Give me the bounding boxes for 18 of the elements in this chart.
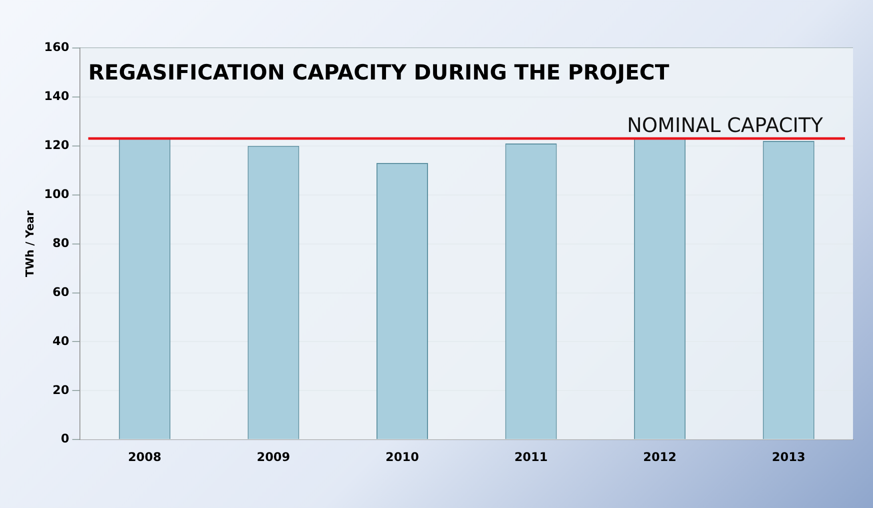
y-tick-label: 140 — [44, 89, 70, 104]
x-tick-label: 2012 — [643, 450, 677, 464]
y-tick-label: 160 — [44, 40, 70, 54]
text: REGASIFICATION CAPACITY DURING THE PROJECT — [88, 60, 670, 84]
x-tick-label: 2009 — [256, 450, 290, 464]
x-tick-label: 2013 — [772, 450, 806, 464]
y-tick-label: 80 — [52, 236, 70, 250]
x-tick-label: 2011 — [514, 450, 548, 464]
y-tick-label: 0 — [60, 432, 70, 446]
x-tick-label: 2008 — [128, 450, 162, 464]
ref-line-label: NOMINAL CAPACITY — [626, 112, 824, 137]
y-axis-title: TWh / Year — [23, 210, 36, 278]
x-tick-label: 2010 — [386, 450, 419, 464]
y-tick-label: 60 — [52, 284, 70, 299]
y-tick-label: 40 — [52, 334, 70, 348]
y-tick-label: 120 — [44, 138, 70, 152]
y-tick-label: 20 — [52, 382, 70, 397]
y-tick-label: 100 — [44, 186, 70, 201]
